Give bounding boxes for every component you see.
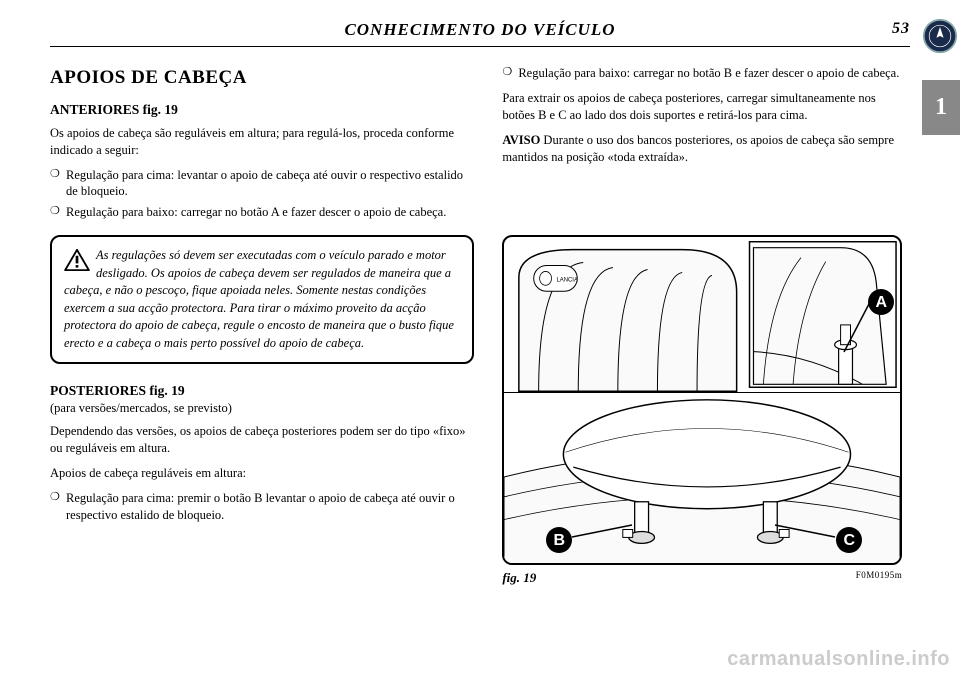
warning-text: As regulações só devem ser executadas co… bbox=[64, 248, 454, 350]
figure-19: LANCIA A bbox=[502, 235, 902, 565]
rear-heading-block: POSTERIORES fig. 19 (para versões/mercad… bbox=[50, 382, 474, 417]
rear-list-left: Regulação para cima: premir o botão B le… bbox=[50, 490, 474, 524]
rear-list-right: Regulação para baixo: carregar no botão … bbox=[502, 65, 910, 82]
list-item: Regulação para cima: premir o botão B le… bbox=[50, 490, 474, 524]
rear-intro: Dependendo das versões, os apoios de cab… bbox=[50, 423, 474, 457]
figure-caption: fig. 19 F0M0195m bbox=[502, 569, 902, 587]
brand-logo-icon bbox=[922, 18, 958, 54]
chapter-tab-number: 1 bbox=[935, 94, 947, 121]
list-item: Regulação para baixo: carregar no botão … bbox=[502, 65, 910, 82]
callout-a-line bbox=[842, 297, 872, 357]
figure-top-panel: LANCIA bbox=[504, 237, 900, 392]
aviso-label: AVISO bbox=[502, 133, 540, 147]
front-heading: ANTERIORES fig. 19 bbox=[50, 101, 474, 119]
header-title: CONHECIMENTO DO VEÍCULO bbox=[344, 20, 615, 39]
figure-logo-text: LANCIA bbox=[557, 278, 578, 284]
list-item: Regulação para baixo: carregar no botão … bbox=[50, 204, 474, 221]
page: CONHECIMENTO DO VEÍCULO 53 1 APOIOS DE C… bbox=[0, 0, 960, 677]
rear-heading-note: (para versões/mercados, se previsto) bbox=[50, 401, 232, 415]
watermark: carmanualsonline.info bbox=[727, 648, 950, 671]
page-header: CONHECIMENTO DO VEÍCULO 53 bbox=[50, 20, 910, 40]
list-item: Regulação para cima: levantar o apoio de… bbox=[50, 167, 474, 201]
front-list: Regulação para cima: levantar o apoio de… bbox=[50, 167, 474, 222]
front-intro: Os apoios de cabeça são reguláveis em al… bbox=[50, 125, 474, 159]
left-column: APOIOS DE CABEÇA ANTERIORES fig. 19 Os a… bbox=[50, 65, 474, 587]
chapter-tab: 1 bbox=[922, 80, 960, 135]
figure-code: F0M0195m bbox=[856, 569, 903, 587]
warning-box: As regulações só devem ser executadas co… bbox=[50, 235, 474, 364]
right-column: Regulação para baixo: carregar no botão … bbox=[502, 65, 910, 587]
callout-b-line bbox=[570, 523, 635, 543]
page-number: 53 bbox=[892, 20, 910, 38]
rear-extract-note: Para extrair os apoios de cabeça posteri… bbox=[502, 90, 910, 124]
rear-sublabel: Apoios de cabeça reguláveis em altura: bbox=[50, 465, 474, 482]
rear-aviso: AVISO Durante o uso dos bancos posterior… bbox=[502, 132, 910, 166]
header-rule bbox=[50, 46, 910, 47]
aviso-text: Durante o uso dos bancos posteriores, os… bbox=[502, 133, 894, 164]
rear-heading: POSTERIORES fig. 19 bbox=[50, 383, 185, 398]
content-columns: APOIOS DE CABEÇA ANTERIORES fig. 19 Os a… bbox=[50, 65, 910, 587]
callout-c-line bbox=[773, 523, 838, 543]
section-title: APOIOS DE CABEÇA bbox=[50, 65, 474, 91]
figure-caption-label: fig. 19 bbox=[502, 569, 536, 587]
warning-icon bbox=[64, 249, 90, 271]
